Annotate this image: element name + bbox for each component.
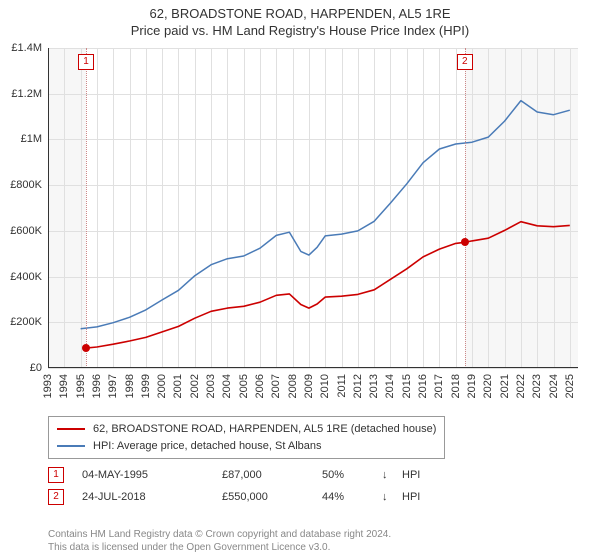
x-tick-label: 2010 <box>319 374 331 398</box>
x-tick-label: 2019 <box>466 374 478 398</box>
x-tick-label: 2007 <box>270 374 282 398</box>
x-tick-label: 1994 <box>58 374 70 398</box>
chart-title-line2: Price paid vs. HM Land Registry's House … <box>0 23 600 44</box>
sale-marker-icon: 1 <box>48 467 64 483</box>
chart-title-line1: 62, BROADSTONE ROAD, HARPENDEN, AL5 1RE <box>0 0 600 23</box>
sale-diff: 50% <box>322 469 382 481</box>
legend-label-property: 62, BROADSTONE ROAD, HARPENDEN, AL5 1RE … <box>93 421 436 438</box>
x-tick-label: 2025 <box>564 374 576 398</box>
series-line-property <box>86 222 570 348</box>
x-tick-label: 1997 <box>107 374 119 398</box>
y-tick-label: £0 <box>30 362 42 374</box>
legend-swatch-property <box>57 428 85 430</box>
x-tick-label: 1995 <box>75 374 87 398</box>
x-tick-label: 1998 <box>124 374 136 398</box>
x-tick-label: 2016 <box>417 374 429 398</box>
x-axis <box>48 367 578 368</box>
x-tick-label: 2003 <box>205 374 217 398</box>
x-tick-label: 2022 <box>515 374 527 398</box>
sale-marker-dot <box>461 238 469 246</box>
sale-marker-icon: 2 <box>48 489 64 505</box>
x-tick-label: 2011 <box>336 374 348 398</box>
sale-marker-dot <box>82 344 90 352</box>
x-tick-label: 2017 <box>433 374 445 398</box>
sale-date: 04-MAY-1995 <box>82 469 222 481</box>
sales-table: 1 04-MAY-1995 £87,000 50% ↓ HPI 2 24-JUL… <box>48 464 420 508</box>
sales-row: 2 24-JUL-2018 £550,000 44% ↓ HPI <box>48 486 420 508</box>
down-arrow-icon: ↓ <box>382 469 402 481</box>
x-tick-label: 2014 <box>384 374 396 398</box>
line-series-layer <box>48 48 578 368</box>
sale-diff: 44% <box>322 491 382 503</box>
y-tick-label: £1M <box>21 133 42 145</box>
footer: Contains HM Land Registry data © Crown c… <box>48 528 391 554</box>
x-tick-label: 1999 <box>140 374 152 398</box>
legend-swatch-hpi <box>57 445 85 447</box>
x-tick-label: 2005 <box>238 374 250 398</box>
x-tick-label: 2013 <box>368 374 380 398</box>
legend-label-hpi: HPI: Average price, detached house, St A… <box>93 438 322 455</box>
chart-area: 12 £0£200K£400K£600K£800K£1M£1.2M£1.4M 1… <box>48 48 578 368</box>
sale-price: £550,000 <box>222 491 322 503</box>
y-tick-label: £200K <box>10 316 42 328</box>
y-tick-label: £600K <box>10 225 42 237</box>
x-tick-label: 2021 <box>499 374 511 398</box>
x-tick-label: 2024 <box>548 374 560 398</box>
legend-item-hpi: HPI: Average price, detached house, St A… <box>57 438 436 455</box>
sale-marker-vline <box>86 48 87 368</box>
sale-marker-box: 2 <box>457 54 473 70</box>
x-tick-label: 2023 <box>531 374 543 398</box>
x-tick-label: 2002 <box>189 374 201 398</box>
x-tick-label: 2004 <box>221 374 233 398</box>
sale-marker-box: 1 <box>78 54 94 70</box>
x-tick-label: 2009 <box>303 374 315 398</box>
y-axis <box>48 48 49 368</box>
x-tick-label: 2012 <box>352 374 364 398</box>
y-tick-label: £1.4M <box>11 42 42 54</box>
x-tick-label: 2008 <box>287 374 299 398</box>
x-tick-label: 2000 <box>156 374 168 398</box>
y-tick-label: £400K <box>10 271 42 283</box>
footer-line1: Contains HM Land Registry data © Crown c… <box>48 528 391 541</box>
x-tick-label: 2018 <box>450 374 462 398</box>
legend: 62, BROADSTONE ROAD, HARPENDEN, AL5 1RE … <box>48 416 445 459</box>
down-arrow-icon: ↓ <box>382 491 402 503</box>
footer-line2: This data is licensed under the Open Gov… <box>48 541 391 554</box>
sale-date: 24-JUL-2018 <box>82 491 222 503</box>
sale-price: £87,000 <box>222 469 322 481</box>
sale-vs: HPI <box>402 491 420 503</box>
sale-marker-vline <box>465 48 466 368</box>
x-tick-label: 2001 <box>172 374 184 398</box>
legend-item-property: 62, BROADSTONE ROAD, HARPENDEN, AL5 1RE … <box>57 421 436 438</box>
x-tick-label: 2020 <box>482 374 494 398</box>
series-line-hpi <box>81 101 570 329</box>
gridline-h <box>48 368 578 369</box>
x-tick-label: 2015 <box>401 374 413 398</box>
x-tick-label: 1996 <box>91 374 103 398</box>
sales-row: 1 04-MAY-1995 £87,000 50% ↓ HPI <box>48 464 420 486</box>
x-tick-label: 1993 <box>42 374 54 398</box>
x-tick-label: 2006 <box>254 374 266 398</box>
sale-vs: HPI <box>402 469 420 481</box>
y-tick-label: £800K <box>10 179 42 191</box>
y-tick-label: £1.2M <box>11 88 42 100</box>
